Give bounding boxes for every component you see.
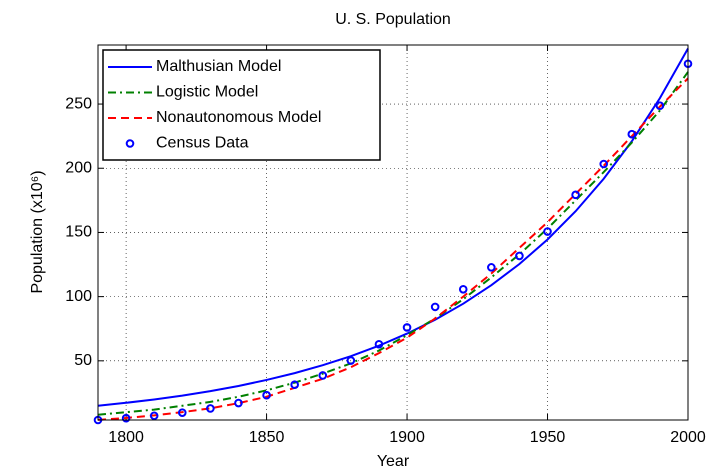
data-point [374, 339, 384, 349]
series-line [97, 71, 689, 416]
legend-box [102, 49, 381, 161]
legend-marker [125, 139, 135, 148]
y-tick-label: 250 [65, 95, 92, 112]
x-tick-label: 1850 [249, 429, 285, 446]
data-point [262, 390, 271, 400]
axes-box [97, 44, 689, 421]
y-axis-label: Population (x10⁶) [29, 170, 46, 293]
data-point [346, 356, 356, 365]
x-tick-label: 2000 [670, 429, 706, 446]
legend-label: Census Data [156, 135, 249, 152]
data-point [458, 285, 468, 294]
y-tick-label: 100 [65, 288, 92, 305]
data-point [121, 413, 131, 423]
data-point [206, 404, 215, 413]
data-point [571, 190, 580, 200]
data-point [149, 411, 159, 421]
y-tick-label: 50 [74, 352, 92, 369]
legend-label: Malthusian Model [156, 58, 281, 75]
data-point [599, 159, 609, 169]
data-point [655, 101, 665, 111]
data-point [627, 129, 637, 139]
legend-label: Nonautonomous Model [156, 109, 321, 126]
x-axis-label: Year [377, 453, 410, 470]
data-point [402, 323, 412, 332]
data-point [234, 398, 243, 408]
data-point [430, 302, 440, 312]
series-line [97, 47, 689, 407]
chart-title: U. S. Population [335, 11, 451, 28]
data-point [487, 263, 496, 272]
y-tick-label: 150 [65, 224, 92, 241]
series-line [97, 77, 689, 421]
data-point [318, 371, 328, 380]
data-point [543, 227, 552, 236]
x-tick-label: 1950 [530, 429, 566, 446]
data-point [177, 408, 187, 417]
legend-label: Logistic Model [156, 84, 258, 101]
data-point [290, 380, 299, 389]
x-tick-label: 1900 [389, 429, 425, 446]
y-tick-label: 200 [65, 159, 92, 176]
data-point [515, 251, 524, 261]
x-tick-label: 1800 [108, 429, 144, 446]
